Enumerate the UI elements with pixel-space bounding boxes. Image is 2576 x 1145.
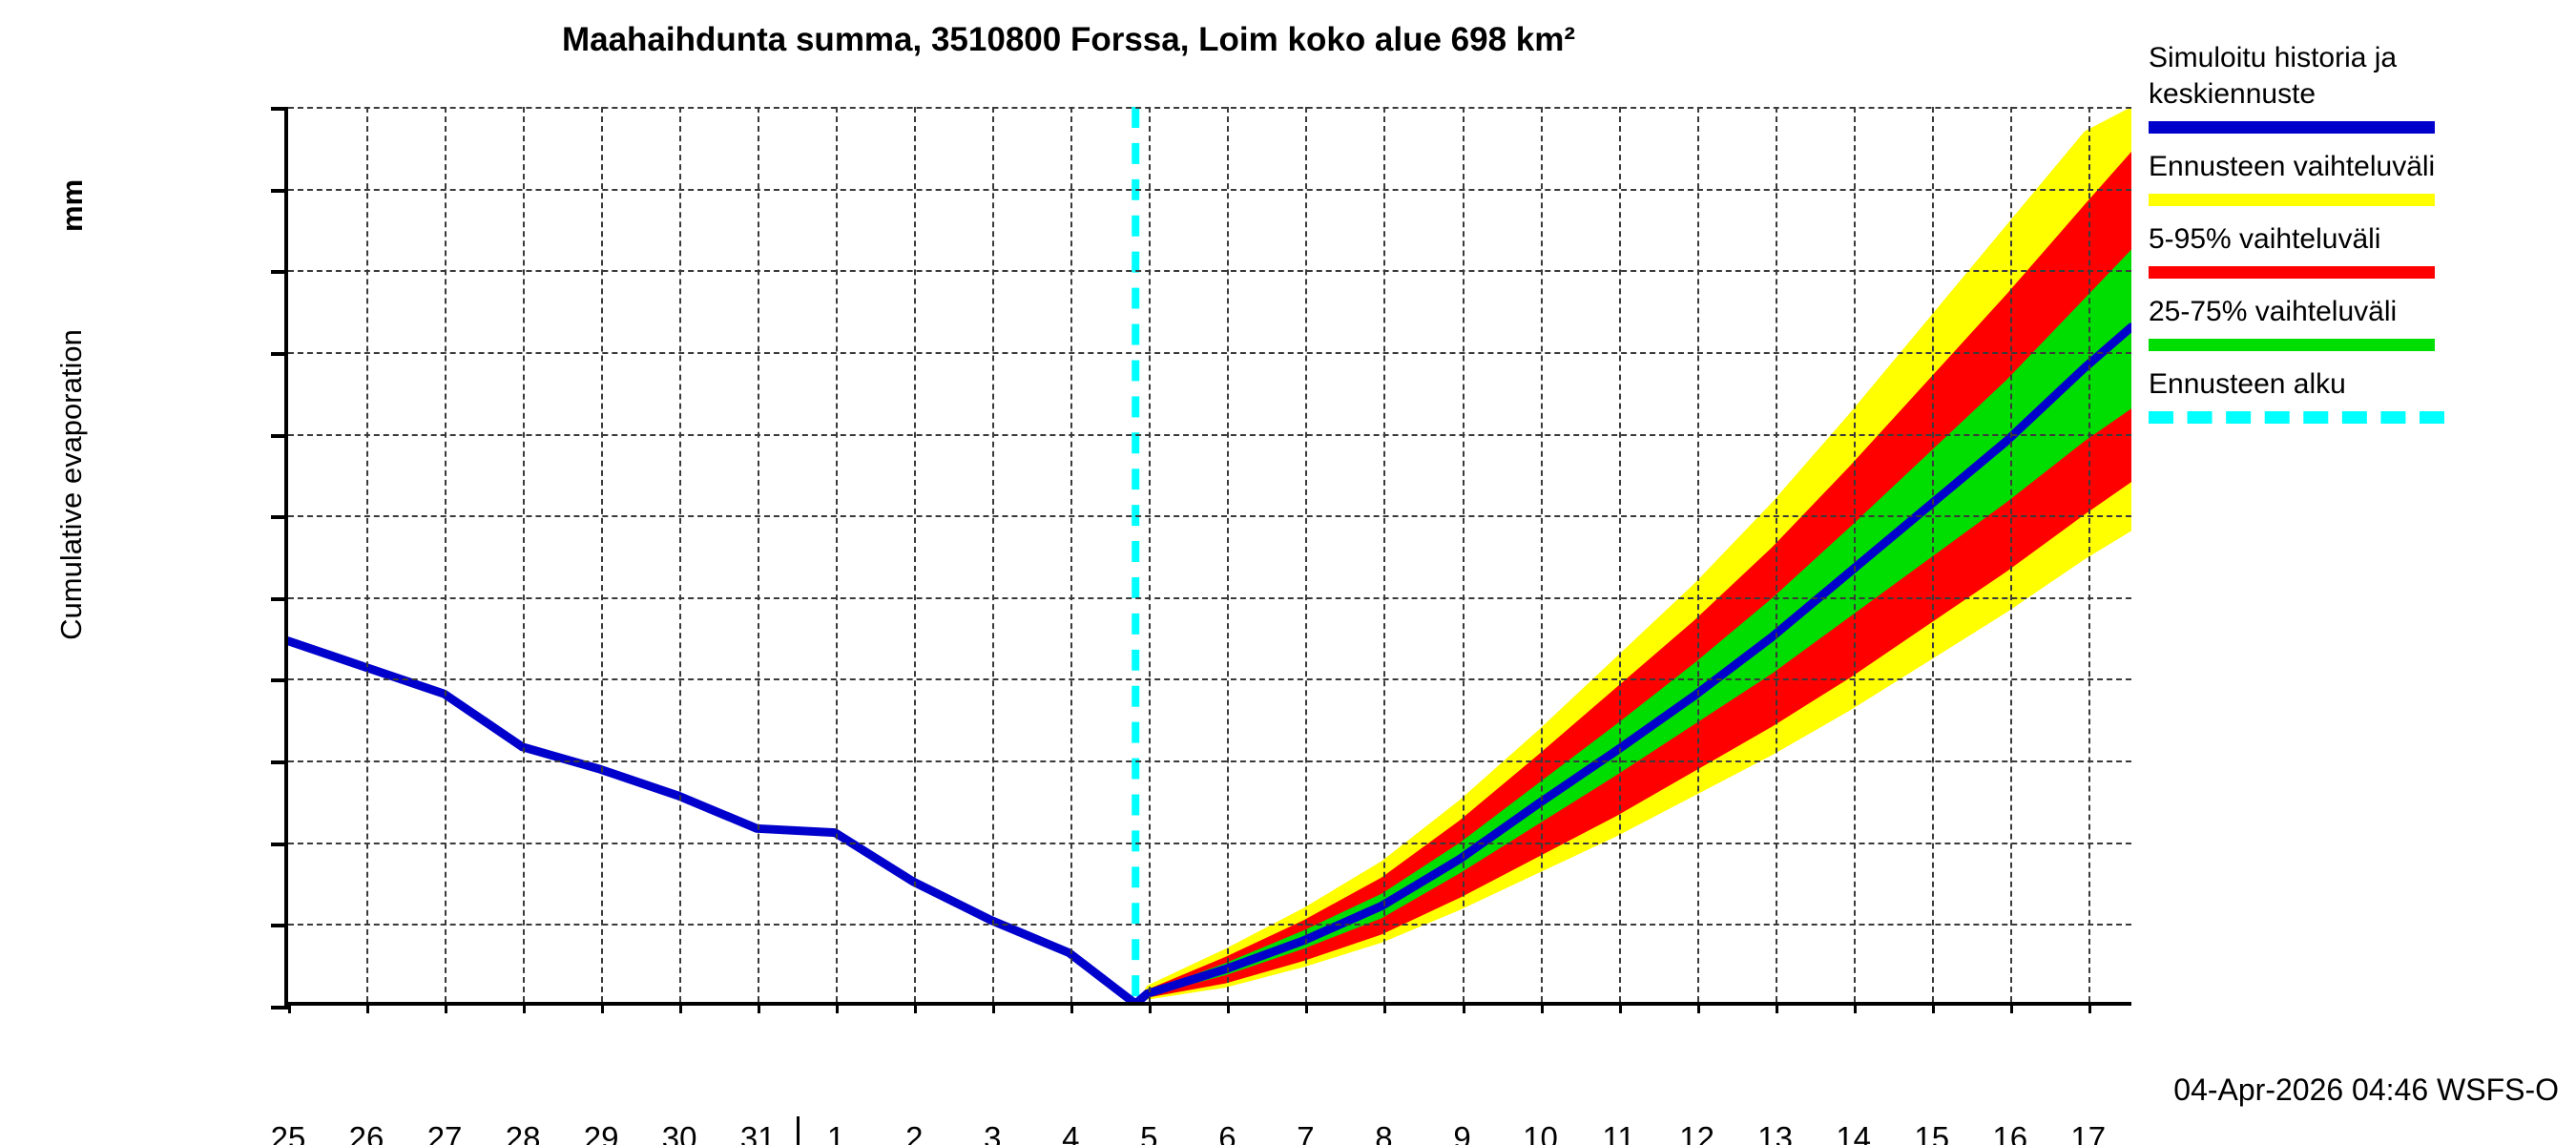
x-tick-label: 13 <box>1757 1120 1793 1145</box>
x-tick-label: 3 <box>984 1120 1002 1145</box>
y-tick-mark <box>271 596 288 601</box>
mean-forecast-line <box>1132 323 2131 1002</box>
x-tick-mark <box>914 1002 918 1013</box>
y-tick-mark <box>271 515 288 520</box>
y-axis-unit: mm <box>55 178 89 232</box>
x-tick-mark <box>1931 1002 1935 1013</box>
x-tick-label: 28 <box>505 1120 541 1145</box>
x-tick-mark <box>836 1002 840 1013</box>
legend-label: Ennusteen alku <box>2149 368 2346 400</box>
x-tick-mark <box>523 1002 527 1013</box>
x-tick-label: 12 <box>1679 1120 1714 1145</box>
x-tick-mark <box>2088 1002 2091 1013</box>
legend-label: 5-95% vaihteluväli <box>2149 223 2381 255</box>
legend-swatch <box>2149 339 2435 351</box>
x-tick-label: 30 <box>661 1120 697 1145</box>
x-tick-mark <box>1540 1002 1544 1013</box>
x-tick-mark <box>1070 1002 1074 1013</box>
y-tick-mark <box>271 433 288 438</box>
x-tick-label: 11 <box>1602 1120 1635 1145</box>
x-tick-mark <box>1853 1002 1857 1013</box>
legend-entry[interactable]: Simuloitu historia ja keskiennuste <box>2149 40 2576 134</box>
x-tick-mark <box>1696 1002 1700 1013</box>
legend-label: Ennusteen vaihteluväli <box>2149 151 2436 182</box>
x-tick-mark <box>1383 1002 1387 1013</box>
y-tick-mark <box>271 270 288 275</box>
x-tick-label: 27 <box>426 1120 463 1145</box>
x-tick-mark <box>288 1002 291 1013</box>
legend-label-line: keskiennuste <box>2149 78 2316 110</box>
y-tick-mark <box>271 107 288 111</box>
x-tick-label: 1 <box>827 1120 845 1145</box>
plot-area: 0246810121416182022252627282930311234567… <box>271 107 2131 1145</box>
x-tick-mark <box>1149 1002 1153 1013</box>
series-layer <box>288 107 2131 1002</box>
y-tick-mark <box>271 678 288 683</box>
legend-entry[interactable]: 5-95% vaihteluväli <box>2149 221 2576 279</box>
plot-inner <box>288 107 2131 1002</box>
history-line <box>288 636 1140 1002</box>
legend-swatch <box>2149 194 2435 206</box>
y-tick-mark <box>271 760 288 765</box>
x-tick-label: 26 <box>348 1120 384 1145</box>
x-tick-mark <box>1462 1002 1465 1013</box>
x-tick-mark <box>992 1002 996 1013</box>
legend: Simuloitu historia ja keskiennuste Ennuste… <box>2149 40 2576 439</box>
y-tick-mark <box>271 351 288 356</box>
x-tick-mark <box>1227 1002 1231 1013</box>
legend-label: 25-75% vaihteluväli <box>2149 296 2398 327</box>
x-tick-label: 8 <box>1375 1120 1393 1145</box>
x-tick-label: 7 <box>1297 1120 1315 1145</box>
x-tick-mark <box>679 1002 683 1013</box>
y-tick-mark <box>271 1006 288 1010</box>
legend-label-line: Simuloitu historia ja <box>2149 42 2398 73</box>
x-tick-label: 9 <box>1453 1120 1471 1145</box>
footer-timestamp: 04-Apr-2026 04:46 WSFS-O <box>2173 1072 2559 1107</box>
x-tick-label: 4 <box>1062 1120 1080 1145</box>
legend-entry[interactable]: Ennusteen alku <box>2149 366 2576 424</box>
month-separator <box>797 1116 800 1145</box>
x-tick-label: 6 <box>1218 1120 1236 1145</box>
x-tick-label: 14 <box>1836 1120 1872 1145</box>
x-tick-label: 15 <box>1914 1120 1950 1145</box>
legend-swatch <box>2149 266 2435 279</box>
x-tick-mark <box>601 1002 605 1013</box>
x-tick-mark <box>1775 1002 1778 1013</box>
x-tick-label: 16 <box>1992 1120 2028 1145</box>
x-tick-label: 10 <box>1523 1120 1558 1145</box>
x-tick-label: 25 <box>270 1120 306 1145</box>
x-tick-label: 17 <box>2070 1120 2107 1145</box>
x-tick-label: 31 <box>739 1120 776 1145</box>
y-tick-mark <box>271 188 288 193</box>
legend-entry[interactable]: Ennusteen vaihteluväli <box>2149 149 2576 206</box>
x-tick-mark <box>2009 1002 2013 1013</box>
x-tick-mark <box>445 1002 448 1013</box>
x-tick-mark <box>758 1002 761 1013</box>
x-tick-mark <box>366 1002 370 1013</box>
x-tick-mark <box>1618 1002 1622 1013</box>
y-tick-mark <box>271 924 288 928</box>
legend-entry[interactable]: 25-75% vaihteluväli <box>2149 294 2576 351</box>
legend-swatch <box>2149 121 2435 134</box>
x-tick-mark <box>1305 1002 1309 1013</box>
x-tick-label: 2 <box>905 1120 924 1145</box>
y-axis-title: Cumulative evaporation <box>54 329 88 640</box>
legend-label: Simuloitu historia ja keskiennuste <box>2149 40 2576 113</box>
x-tick-label: 29 <box>583 1120 619 1145</box>
legend-swatch <box>2149 411 2444 424</box>
x-tick-label: 5 <box>1140 1120 1158 1145</box>
y-tick-mark <box>271 842 288 846</box>
page-title: Maahaihdunta summa, 3510800 Forssa, Loim… <box>561 21 1576 58</box>
